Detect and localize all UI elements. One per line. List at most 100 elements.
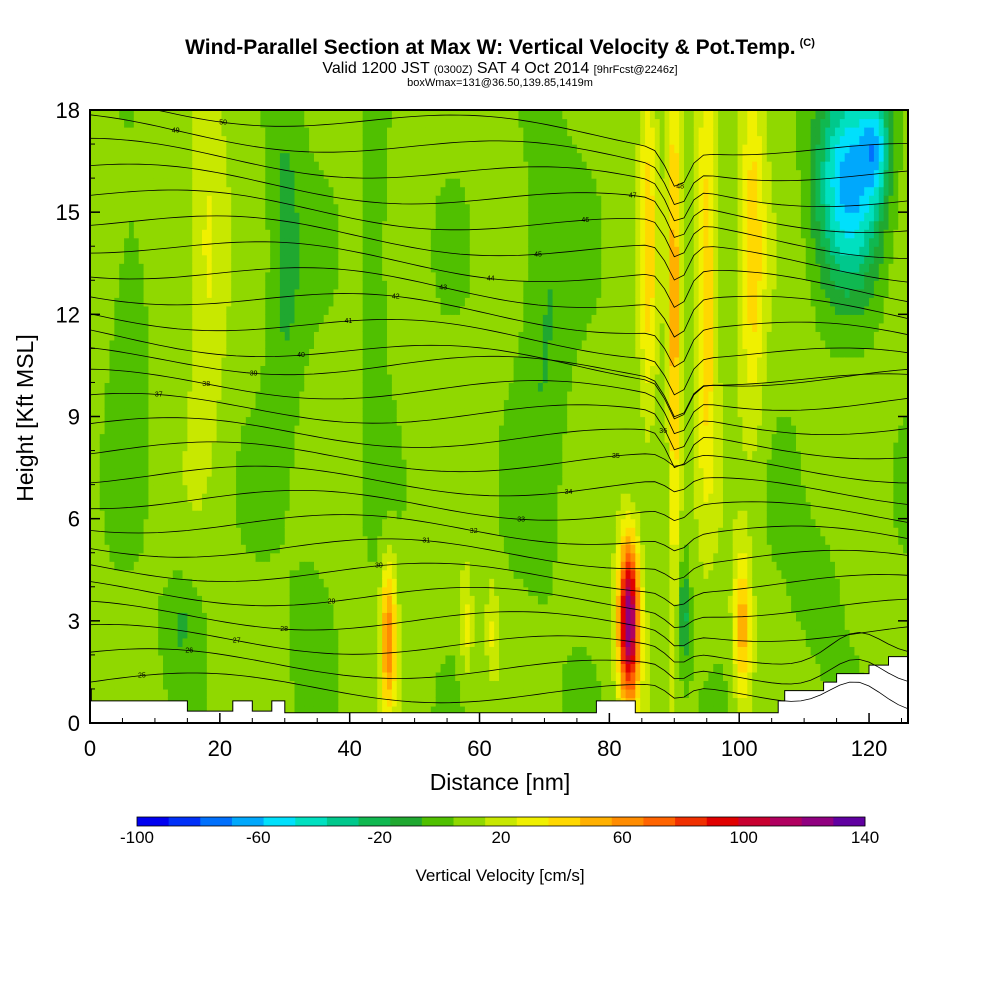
field-cell [265, 263, 271, 273]
field-cell [172, 688, 179, 699]
field-cell [211, 671, 218, 682]
field-cell [279, 510, 286, 520]
field-cell [377, 527, 383, 537]
field-cell [352, 169, 359, 179]
field-cell [128, 518, 135, 528]
field-cell [382, 459, 388, 469]
field-cell [270, 331, 276, 341]
field-cell [318, 476, 325, 486]
field-cell [313, 603, 320, 613]
field-cell [128, 663, 135, 673]
field-cell [396, 203, 403, 213]
field-cell [177, 263, 184, 273]
field-cell [163, 484, 169, 494]
field-cell [377, 705, 383, 716]
field-cell [167, 195, 174, 205]
field-cell [240, 195, 247, 205]
field-cell [216, 552, 223, 562]
field-cell [396, 484, 403, 494]
field-cell [343, 680, 349, 690]
field-cell [382, 561, 388, 571]
field-cell [114, 152, 120, 162]
field-cell [416, 220, 422, 230]
field-cell [231, 144, 237, 154]
field-cell [255, 246, 262, 256]
field-cell [323, 314, 330, 324]
field-cell [231, 161, 237, 171]
field-cell [148, 144, 154, 154]
field-cell [391, 407, 398, 418]
field-cell [382, 612, 388, 622]
field-cell [226, 603, 232, 613]
field-cell [357, 127, 364, 137]
field-cell [299, 510, 305, 520]
field-cell [382, 688, 388, 699]
field-cell [99, 578, 106, 588]
field-cell [421, 288, 427, 298]
field-cell [177, 373, 184, 384]
field-cell [338, 314, 344, 324]
field-cell [318, 127, 325, 137]
field-cell [333, 467, 339, 477]
field-cell [90, 297, 96, 307]
field-cell [357, 484, 364, 494]
field-cell [279, 229, 286, 239]
field-cell [177, 280, 184, 290]
field-cell [416, 271, 422, 281]
field-cell [284, 331, 291, 341]
field-cell [90, 612, 96, 622]
field-cell [231, 484, 237, 494]
field-cell [177, 433, 184, 443]
field-cell [299, 688, 305, 699]
field-cell [90, 348, 96, 358]
field-cell [177, 578, 184, 588]
field-cell [313, 552, 320, 562]
field-cell [216, 527, 223, 537]
field-cell [294, 680, 300, 690]
field-cell [362, 654, 369, 664]
field-cell [128, 637, 135, 647]
field-cell [192, 271, 198, 281]
field-cell [338, 476, 344, 486]
field-cell [245, 305, 252, 315]
field-cell [128, 382, 135, 392]
field-cell [357, 365, 364, 375]
field-cell [401, 127, 408, 137]
field-cell [348, 663, 354, 673]
field-cell [387, 578, 393, 588]
field-cell [221, 518, 227, 528]
field-cell [206, 195, 213, 205]
field-cell [289, 450, 296, 460]
field-cell [197, 654, 203, 664]
field-cell [192, 118, 198, 128]
field-cell [391, 152, 398, 162]
field-cell [260, 135, 266, 145]
field-cell [333, 407, 339, 418]
field-cell [313, 561, 320, 571]
field-cell [90, 425, 96, 435]
field-cell [396, 586, 403, 596]
field-cell [94, 152, 101, 162]
field-cell [172, 535, 179, 545]
field-cell [177, 603, 184, 613]
field-cell [367, 578, 374, 588]
field-cell [206, 476, 213, 486]
field-cell [362, 169, 369, 179]
field-cell [240, 263, 247, 273]
field-cell [201, 314, 208, 324]
field-cell [260, 322, 266, 332]
field-cell [425, 646, 432, 656]
field-cell [304, 595, 310, 605]
field-cell [304, 688, 310, 699]
field-cell [382, 220, 388, 230]
field-cell [192, 390, 198, 401]
field-cell [231, 169, 237, 179]
field-cell [158, 382, 164, 392]
field-cell [265, 416, 271, 426]
field-cell [416, 688, 422, 699]
field-cell [260, 237, 266, 247]
field-cell [367, 595, 374, 605]
field-cell [421, 629, 427, 639]
field-cell [357, 110, 364, 120]
field-cell [192, 688, 198, 699]
